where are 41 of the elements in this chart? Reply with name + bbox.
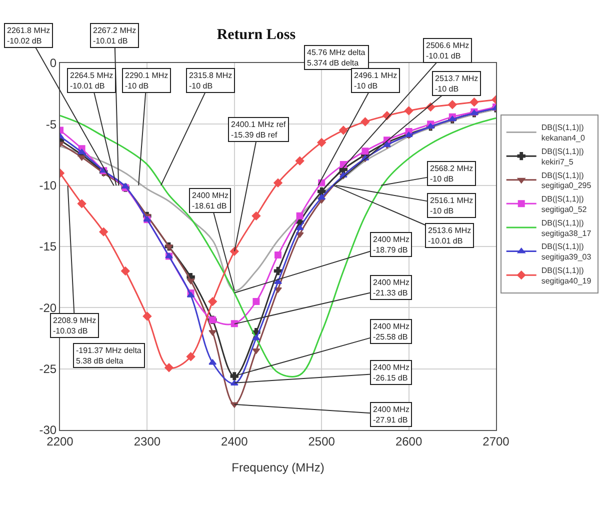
annotation: 2400 MHz -26.15 dB: [373, 363, 410, 382]
annotation: 2506.6 MHz -10.01 dB: [426, 41, 470, 60]
annotation: 2315.8 MHz -10 dB: [189, 71, 232, 90]
y-tick-label: -15: [39, 240, 57, 254]
legend-label: DB(|S(1,1)|) segitiga38_17: [541, 218, 592, 238]
y-tick-label: -5: [46, 117, 57, 132]
legend-label: DB(|S(1,1)|) segitiga0_52: [541, 194, 588, 214]
annotation: 2267.2 MHz -10.01 dB: [93, 26, 136, 46]
legend-label: DB(|S(1,1)|) kekiri7_5: [541, 147, 584, 166]
legend-label: DB(|S(1,1)|) segitiga40_19: [541, 266, 592, 286]
annotation: 2290.1 MHz -10 dB: [125, 71, 168, 90]
x-tick-label: 2500: [308, 434, 336, 448]
annotation: -191.37 MHz delta 5.38 dB delta: [76, 346, 142, 366]
annotation: 2516.1 MHz -10 dB: [430, 196, 474, 216]
legend-label: DB(|S(1,1)|) kekanan4_0: [541, 123, 586, 143]
annotation: 2400 MHz -18.79 dB: [373, 235, 410, 254]
annotation: 2513.7 MHz -10 dB: [435, 74, 478, 94]
annotation: 2513.6 MHz -10.01 dB: [428, 226, 472, 246]
x-axis-title: Frequency (MHz): [232, 460, 324, 474]
annotation: 2496.1 MHz -10 dB: [354, 71, 398, 90]
annotation: 2208.9 MHz -10.03 dB: [53, 316, 96, 336]
y-tick-label: -10: [39, 178, 57, 193]
annotation: 2400.1 MHz ref -15.39 dB ref: [231, 120, 286, 140]
annotation: 2400 MHz -27.91 dB: [373, 405, 410, 424]
annotation: 2400 MHz -18.61 dB: [192, 191, 228, 210]
x-tick-label: 2300: [134, 434, 161, 448]
annotation: 45.76 MHz delta 5.374 dB delta: [307, 48, 366, 68]
x-tick-label: 2700: [482, 434, 510, 448]
x-tick-label: 2400: [221, 434, 248, 448]
chart-title: Return Loss: [216, 26, 296, 43]
legend-label: DB(|S(1,1)|) segitiga0_295: [541, 170, 592, 190]
annotation: 2261.8 MHz -10.02 dB: [7, 26, 50, 46]
y-tick-label: 0: [50, 56, 57, 70]
annotation: 2400 MHz -21.33 dB: [373, 278, 410, 298]
annotation: 2264.5 MHz -10.01 dB: [70, 71, 114, 90]
annotation: 2400 MHz -25.58 dB: [373, 322, 410, 342]
legend-label: DB(|S(1,1)|) segitiga39_03: [541, 242, 592, 262]
y-tick-label: -25: [39, 362, 57, 376]
y-tick-label: -20: [39, 300, 57, 315]
annotation: 2568.2 MHz -10 dB: [430, 164, 474, 184]
x-tick-label: 2600: [395, 434, 422, 448]
